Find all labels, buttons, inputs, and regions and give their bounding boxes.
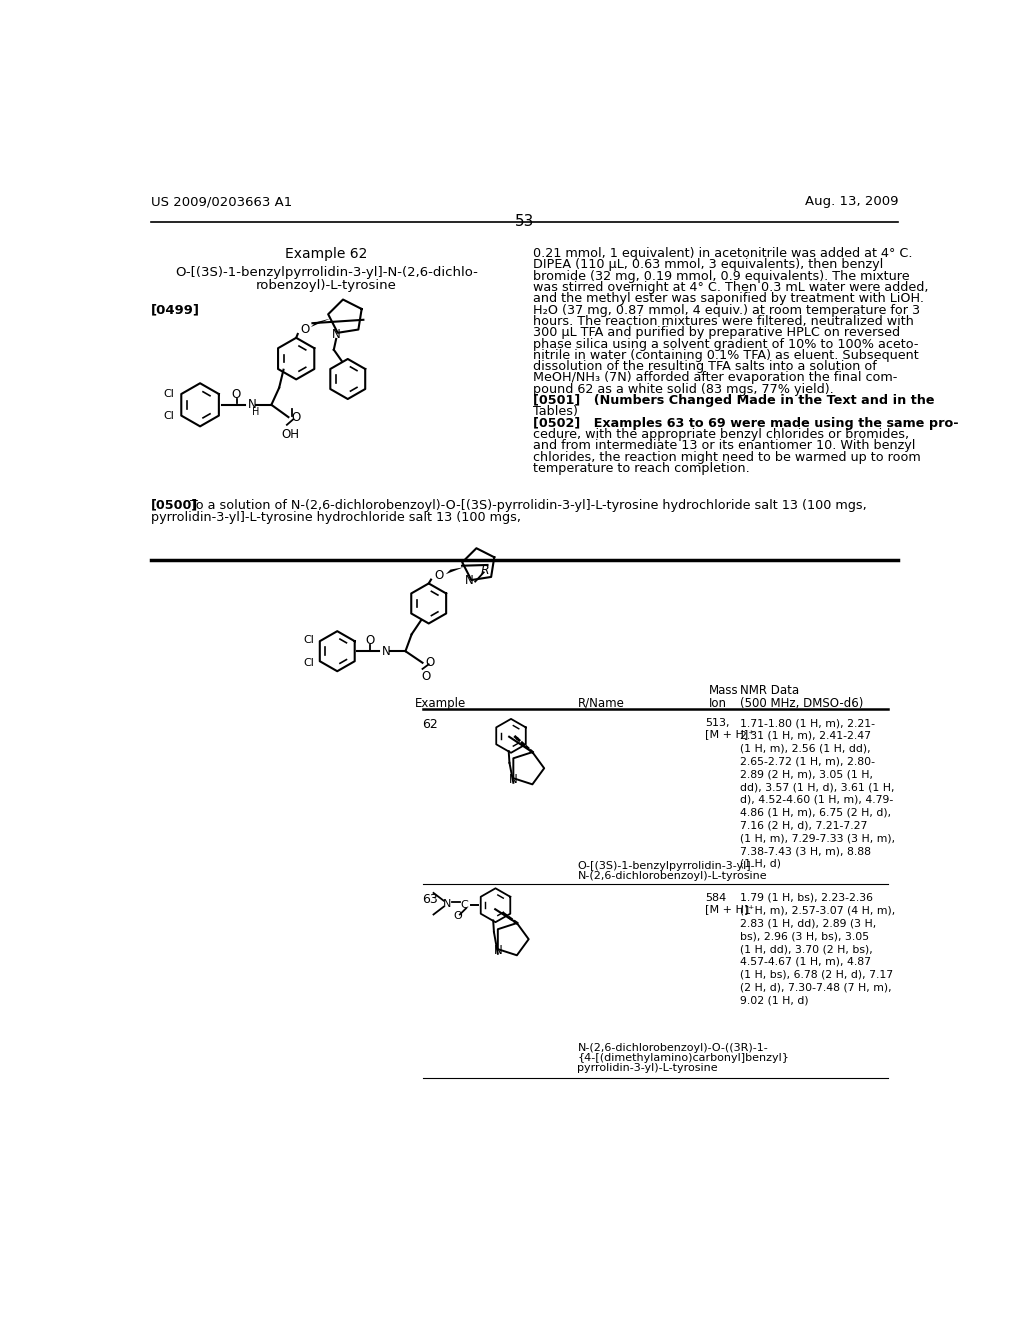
Text: pound 62 as a white solid (83 mgs, 77% yield).: pound 62 as a white solid (83 mgs, 77% y… bbox=[532, 383, 834, 396]
Text: pyrrolidin-3-yl]-L-tyrosine hydrochloride salt 13 (100 mgs,: pyrrolidin-3-yl]-L-tyrosine hydrochlorid… bbox=[152, 511, 521, 524]
Text: N-(2,6-dichlorobenzoyl)-O-((3R)-1-: N-(2,6-dichlorobenzoyl)-O-((3R)-1- bbox=[578, 1043, 768, 1053]
Text: O-[(3S)-1-benzylpyrrolidin-3-yl]-: O-[(3S)-1-benzylpyrrolidin-3-yl]- bbox=[578, 861, 755, 871]
Text: O: O bbox=[454, 911, 462, 921]
Text: 0.21 mmol, 1 equivalent) in acetonitrile was added at 4° C.: 0.21 mmol, 1 equivalent) in acetonitrile… bbox=[532, 247, 912, 260]
Text: Mass: Mass bbox=[710, 684, 739, 697]
Text: R/Name: R/Name bbox=[578, 697, 625, 710]
Text: [M + H]⁺: [M + H]⁺ bbox=[706, 904, 755, 913]
Text: 300 μL TFA and purified by preparative HPLC on reversed: 300 μL TFA and purified by preparative H… bbox=[532, 326, 900, 339]
Text: phase silica using a solvent gradient of 10% to 100% aceto-: phase silica using a solvent gradient of… bbox=[532, 338, 919, 351]
Text: [0502]   Examples 63 to 69 were made using the same pro-: [0502] Examples 63 to 69 were made using… bbox=[532, 417, 958, 430]
Text: hours. The reaction mixtures were filtered, neutralized with: hours. The reaction mixtures were filter… bbox=[532, 315, 913, 327]
Text: C: C bbox=[461, 900, 468, 911]
Text: O: O bbox=[434, 569, 443, 582]
Text: N: N bbox=[248, 399, 256, 412]
Text: Ion: Ion bbox=[710, 697, 727, 710]
Text: [0501]   (Numbers Changed Made in the Text and in the: [0501] (Numbers Changed Made in the Text… bbox=[532, 395, 934, 407]
Text: [0500]: [0500] bbox=[152, 499, 199, 512]
Text: [M + H]⁺: [M + H]⁺ bbox=[706, 729, 755, 739]
Text: cedure, with the appropriate benzyl chlorides or bromides,: cedure, with the appropriate benzyl chlo… bbox=[532, 428, 908, 441]
Text: 1.79 (1 H, bs), 2.23-2.36
(1 H, m), 2.57-3.07 (4 H, m),
2.83 (1 H, dd), 2.89 (3 : 1.79 (1 H, bs), 2.23-2.36 (1 H, m), 2.57… bbox=[740, 892, 896, 1006]
Text: was stirred overnight at 4° C. Then 0.3 mL water were added,: was stirred overnight at 4° C. Then 0.3 … bbox=[532, 281, 928, 294]
Text: N: N bbox=[332, 327, 341, 341]
Text: and from intermediate 13 or its enantiomer 10. With benzyl: and from intermediate 13 or its enantiom… bbox=[532, 440, 914, 453]
Text: O: O bbox=[301, 323, 310, 335]
Text: Example: Example bbox=[415, 697, 466, 710]
Text: O: O bbox=[366, 634, 375, 647]
Text: 584: 584 bbox=[706, 892, 727, 903]
Text: pyrrolidin-3-yl)-L-tyrosine: pyrrolidin-3-yl)-L-tyrosine bbox=[578, 1063, 718, 1073]
Text: O: O bbox=[292, 411, 301, 424]
Text: DIPEA (110 μL, 0.63 mmol, 3 equivalents), then benzyl: DIPEA (110 μL, 0.63 mmol, 3 equivalents)… bbox=[532, 259, 883, 272]
Text: Cl: Cl bbox=[164, 411, 174, 421]
Text: {4-[(dimethylamino)carbonyl]benzyl}: {4-[(dimethylamino)carbonyl]benzyl} bbox=[578, 1053, 790, 1063]
Text: chlorides, the reaction might need to be warmed up to room: chlorides, the reaction might need to be… bbox=[532, 450, 921, 463]
Text: Example 62: Example 62 bbox=[286, 247, 368, 261]
Text: O-[(3S)-1-benzylpyrrolidin-3-yl]-N-(2,6-dichlo-: O-[(3S)-1-benzylpyrrolidin-3-yl]-N-(2,6-… bbox=[175, 267, 478, 280]
Text: robenzoyl)-L-tyrosine: robenzoyl)-L-tyrosine bbox=[256, 280, 397, 292]
Text: O: O bbox=[421, 671, 430, 684]
Text: US 2009/0203663 A1: US 2009/0203663 A1 bbox=[152, 195, 293, 209]
Text: nitrile in water (containing 0.1% TFA) as eluent. Subsequent: nitrile in water (containing 0.1% TFA) a… bbox=[532, 348, 919, 362]
Text: R: R bbox=[481, 565, 489, 577]
Text: OH: OH bbox=[282, 428, 300, 441]
Text: (500 MHz, DMSO-d6): (500 MHz, DMSO-d6) bbox=[740, 697, 863, 710]
Text: Tables): Tables) bbox=[532, 405, 578, 418]
Text: H₂O (37 mg, 0.87 mmol, 4 equiv.) at room temperature for 3: H₂O (37 mg, 0.87 mmol, 4 equiv.) at room… bbox=[532, 304, 920, 317]
Text: 62: 62 bbox=[423, 718, 438, 731]
Text: To a solution of N-(2,6-dichlorobenzoyl)-O-[(3S)-pyrrolidin-3-yl]-L-tyrosine hyd: To a solution of N-(2,6-dichlorobenzoyl)… bbox=[190, 499, 866, 512]
Text: 513,: 513, bbox=[706, 718, 730, 729]
Text: N: N bbox=[509, 774, 518, 787]
Text: Cl: Cl bbox=[164, 389, 174, 399]
Text: temperature to reach completion.: temperature to reach completion. bbox=[532, 462, 750, 475]
Text: 53: 53 bbox=[515, 214, 535, 228]
Text: bromide (32 mg, 0.19 mmol, 0.9 equivalents). The mixture: bromide (32 mg, 0.19 mmol, 0.9 equivalen… bbox=[532, 269, 909, 282]
Text: 63: 63 bbox=[423, 892, 438, 906]
Text: N: N bbox=[494, 944, 502, 957]
Text: 1.71-1.80 (1 H, m), 2.21-
2.31 (1 H, m), 2.41-2.47
(1 H, m), 2.56 (1 H, dd),
2.6: 1.71-1.80 (1 H, m), 2.21- 2.31 (1 H, m),… bbox=[740, 718, 895, 869]
Text: H: H bbox=[252, 407, 259, 417]
Text: dissolution of the resulting TFA salts into a solution of: dissolution of the resulting TFA salts i… bbox=[532, 360, 877, 374]
Text: Aug. 13, 2009: Aug. 13, 2009 bbox=[805, 195, 898, 209]
Text: MeOH/NH₃ (7N) afforded after evaporation the final com-: MeOH/NH₃ (7N) afforded after evaporation… bbox=[532, 371, 897, 384]
Text: N: N bbox=[443, 899, 452, 908]
Text: Cl: Cl bbox=[303, 657, 314, 668]
Text: O: O bbox=[426, 656, 435, 669]
Text: NMR Data: NMR Data bbox=[740, 684, 800, 697]
Text: N: N bbox=[382, 644, 390, 657]
Text: N-(2,6-dichlorobenzoyl)-L-tyrosine: N-(2,6-dichlorobenzoyl)-L-tyrosine bbox=[578, 871, 767, 880]
Text: and the methyl ester was saponified by treatment with LiOH.: and the methyl ester was saponified by t… bbox=[532, 292, 924, 305]
Text: [0499]: [0499] bbox=[152, 304, 201, 317]
Polygon shape bbox=[445, 568, 464, 574]
Polygon shape bbox=[311, 318, 331, 327]
Text: O: O bbox=[231, 388, 241, 400]
Text: Cl: Cl bbox=[303, 635, 314, 644]
Text: N: N bbox=[465, 574, 473, 586]
